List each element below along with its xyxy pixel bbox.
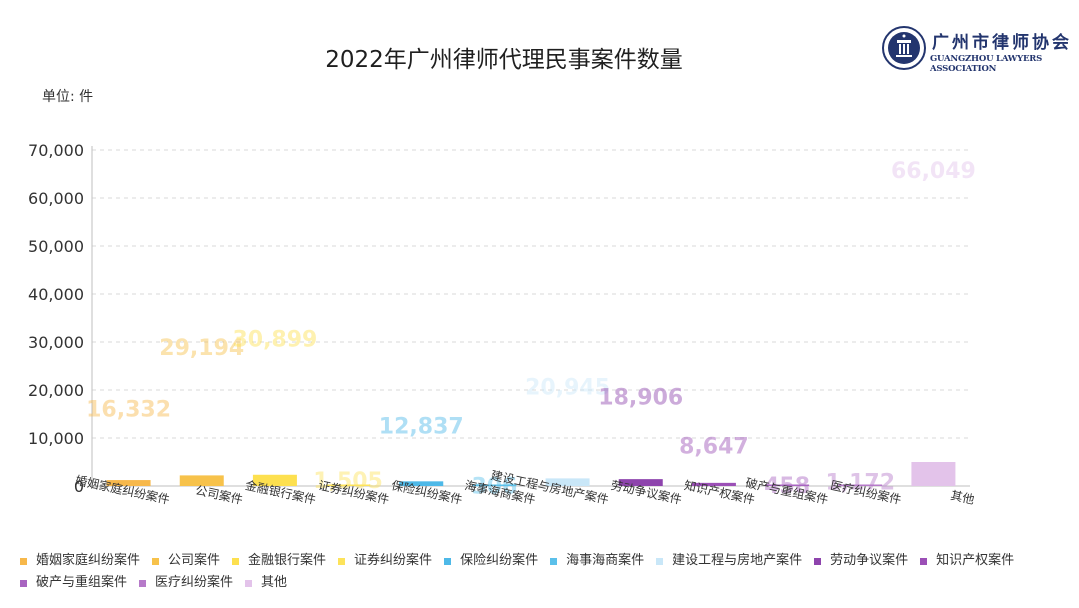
legend-swatch	[338, 557, 346, 565]
y-tick-label: 0	[74, 477, 84, 496]
data-label: 16,332	[86, 398, 171, 423]
legend-label: 证券纠纷案件	[354, 553, 433, 568]
data-label: 1,505	[313, 469, 383, 494]
data-label: 20,945	[525, 375, 610, 400]
legend-label: 破产与重组案件	[36, 575, 128, 590]
logo-name-cn: 广州市律师协会	[932, 33, 1072, 53]
x-tick-label: 婚姻家庭纠纷案件	[74, 472, 171, 507]
legend-label: 金融银行案件	[248, 553, 327, 568]
legend-swatch	[152, 557, 160, 565]
legend-item[interactable]: 金融银行案件	[232, 553, 326, 569]
bar	[618, 479, 663, 486]
y-tick-label: 10,000	[28, 429, 84, 448]
legend-swatch	[656, 557, 664, 565]
data-label: 458	[764, 474, 810, 499]
legend-item[interactable]: 医疗纠纷案件	[139, 575, 233, 591]
legend-swatch	[20, 579, 27, 587]
bar	[252, 474, 297, 486]
legend-swatch	[920, 557, 928, 565]
data-label: 1,172	[825, 470, 895, 495]
association-logo: 广州市律师协会 GUANGZHOU LAWYERS ASSOCIATION	[882, 26, 1076, 74]
legend-swatch	[814, 557, 822, 565]
chart-title: 2022年广州律师代理民事案件数量	[325, 47, 683, 73]
bar	[765, 484, 810, 486]
legend-label: 其他	[261, 575, 288, 590]
legend-label: 海事海商案件	[566, 553, 645, 568]
legend-label: 公司案件	[168, 553, 221, 568]
data-label: 12,837	[379, 414, 464, 439]
logo-emblem-icon	[882, 26, 926, 70]
data-label: 66,049	[891, 159, 976, 184]
legend-label: 保险纠纷案件	[460, 553, 539, 568]
legend-item[interactable]: 保险纠纷案件	[444, 553, 538, 569]
y-tick-label: 30,000	[28, 333, 84, 352]
legend-swatch	[232, 557, 240, 565]
legend-item[interactable]: 公司案件	[152, 553, 220, 569]
legend-item[interactable]: 破产与重组案件	[20, 575, 127, 591]
bar	[106, 480, 151, 486]
legend-label: 劳动争议案件	[830, 553, 909, 568]
legend-item[interactable]: 劳动争议案件	[814, 553, 908, 569]
y-tick-label: 50,000	[28, 237, 84, 256]
legend-swatch	[550, 557, 558, 565]
bar	[691, 482, 736, 486]
y-tick-label: 70,000	[28, 141, 84, 160]
legend-swatch	[444, 557, 452, 565]
legend-item[interactable]: 证券纠纷案件	[338, 553, 432, 569]
legend-label: 婚姻家庭纠纷案件	[36, 553, 141, 568]
bar	[326, 484, 371, 486]
x-tick-label: 其他	[949, 488, 975, 507]
bar	[179, 475, 224, 486]
legend-swatch	[245, 579, 253, 587]
bar	[399, 481, 444, 486]
legend-label: 知识产权案件	[936, 553, 1015, 568]
legend-item[interactable]: 海事海商案件	[550, 553, 644, 569]
y-tick-label: 20,000	[28, 381, 84, 400]
legend-label: 建设工程与房地产案件	[672, 553, 803, 568]
legend-swatch	[20, 557, 27, 565]
legend-item[interactable]: 其他	[245, 575, 287, 591]
y-tick-label: 40,000	[28, 285, 84, 304]
legend-label: 医疗纠纷案件	[155, 575, 234, 590]
bar	[911, 462, 956, 486]
chart-legend: 婚姻家庭纠纷案件 公司案件 金融银行案件 证券纠纷案件 保险纠纷案件 海事海商案件 建设工程…	[20, 553, 1070, 591]
logo-name-en: GUANGZHOU LAWYERS ASSOCIATION	[930, 54, 1043, 74]
data-label: 30,899	[232, 328, 317, 353]
legend-item[interactable]: 建设工程与房地产案件	[656, 553, 802, 569]
legend-swatch	[139, 579, 147, 587]
bar	[838, 484, 883, 486]
y-tick-label: 60,000	[28, 189, 84, 208]
data-label: 306	[471, 475, 517, 500]
legend-item[interactable]: 知识产权案件	[920, 553, 1014, 569]
unit-label: 单位: 件	[42, 89, 94, 105]
data-label: 29,194	[159, 336, 244, 361]
bar	[545, 478, 590, 486]
data-label: 18,906	[598, 385, 683, 410]
legend-item[interactable]: 婚姻家庭纠纷案件	[20, 553, 140, 569]
data-label: 8,647	[679, 434, 749, 459]
bar	[472, 484, 517, 486]
